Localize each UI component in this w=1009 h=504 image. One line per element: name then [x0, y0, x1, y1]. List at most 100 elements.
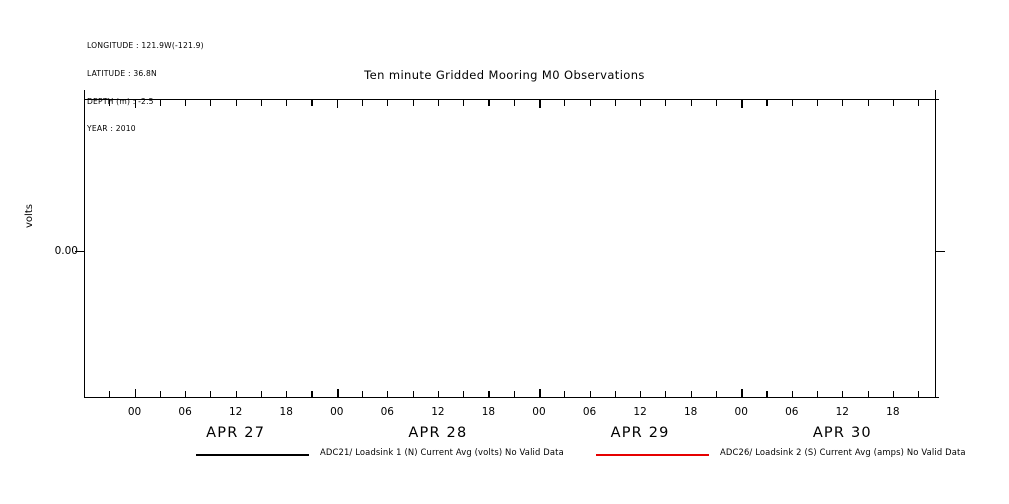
axis-tick-minor	[463, 99, 465, 106]
axis-tick-minor	[159, 391, 161, 398]
x-axis-hour-label: 18	[481, 406, 496, 418]
axis-tick-major	[134, 99, 137, 108]
x-axis-hour-label: 06	[380, 406, 394, 418]
axis-tick-minor	[665, 99, 667, 106]
axis-tick-minor	[766, 391, 768, 398]
axis-tick-major	[538, 389, 541, 398]
axis-tick-minor	[235, 391, 237, 398]
axis-tick-minor	[412, 391, 414, 398]
metadata-depth: DEPTH (m) : -2.5	[87, 96, 154, 106]
axis-tick-minor	[791, 99, 793, 106]
axis-tick-minor	[766, 99, 768, 106]
axis-tick-minor	[867, 391, 869, 398]
axis-tick-minor	[488, 99, 490, 106]
axis-tick-minor	[564, 99, 566, 106]
axis-tick-minor	[387, 99, 389, 106]
axis-tick-minor	[109, 99, 111, 106]
x-axis-hour-label: 12	[431, 406, 445, 418]
axis-tick-minor	[513, 391, 515, 398]
axis-tick-minor	[842, 391, 844, 398]
axis-tick-minor	[387, 391, 389, 398]
axis-tick-minor	[437, 391, 439, 398]
axis-tick-minor	[867, 99, 869, 106]
axis-tick-minor	[362, 99, 364, 106]
axis-tick-major	[134, 389, 137, 398]
x-axis-hour-label: 06	[178, 406, 192, 418]
metadata-longitude: LONGITUDE : 121.9W(-121.9)	[87, 41, 204, 51]
axis-tick-minor	[260, 391, 263, 398]
x-axis-hour-label: 00	[330, 406, 344, 418]
legend-line-swatch	[196, 454, 309, 456]
axis-tick-minor	[892, 99, 894, 106]
axis-tick-minor	[84, 99, 86, 106]
axis-tick-minor	[918, 391, 920, 398]
x-axis-hour-label: 12	[633, 406, 647, 418]
axis-tick-minor	[185, 99, 187, 106]
axis-tick-minor	[614, 391, 616, 398]
axis-tick-minor	[185, 391, 187, 398]
x-axis-day-label: APR 30	[812, 425, 872, 441]
axis-tick-minor	[640, 391, 642, 398]
station-metadata: LONGITUDE : 121.9W(-121.9) LATITUDE : 36…	[87, 23, 204, 143]
axis-tick-major	[336, 389, 339, 398]
x-axis-hour-label: 12	[835, 406, 849, 418]
axis-tick-minor	[311, 99, 313, 106]
axis-tick-minor	[84, 391, 86, 398]
x-axis-hour-label: 00	[127, 406, 142, 418]
axis-line-left	[84, 90, 86, 398]
axis-tick-minor	[286, 99, 288, 106]
x-axis-hour-label: 00	[532, 406, 546, 418]
axis-tick-minor	[640, 99, 642, 106]
axis-tick-minor	[589, 391, 591, 398]
axis-tick-minor	[260, 99, 263, 106]
x-axis-day-label: APR 27	[206, 425, 266, 441]
axis-line-top	[84, 99, 939, 101]
legend-item-label: ADC26/ Loadsink 2 (S) Current Avg (amps)…	[720, 447, 966, 457]
axis-tick-major	[741, 389, 743, 398]
axis-tick-minor	[715, 99, 718, 106]
axis-line-right	[935, 90, 937, 398]
axis-tick-minor	[286, 391, 288, 398]
axis-tick-minor	[437, 99, 439, 106]
axis-tick-minor	[817, 391, 819, 398]
axis-tick-minor	[918, 99, 920, 106]
x-axis-hour-label: 00	[734, 406, 748, 418]
axis-tick-minor	[690, 99, 692, 106]
chart-legend: ADC21/ Loadsink 1 (N) Current Avg (volts…	[0, 447, 1009, 467]
axis-tick-major	[336, 99, 339, 108]
axis-tick-minor	[159, 99, 161, 106]
axis-tick-minor	[362, 391, 364, 398]
x-axis-hour-label: 18	[279, 406, 293, 418]
y-tick-right	[936, 251, 945, 253]
x-axis-hour-label: 12	[228, 406, 243, 418]
axis-tick-minor	[513, 99, 515, 106]
legend-item-label: ADC21/ Loadsink 1 (N) Current Avg (volts…	[320, 447, 564, 457]
x-axis-hour-label: 18	[683, 406, 698, 418]
x-axis-hour-label: 06	[785, 406, 799, 418]
y-tick-left	[75, 251, 84, 253]
y-axis-label: volts	[24, 204, 35, 228]
axis-tick-minor	[589, 99, 591, 106]
axis-tick-minor	[817, 99, 819, 106]
axis-tick-minor	[690, 391, 692, 398]
axis-tick-minor	[665, 391, 667, 398]
axis-tick-minor	[715, 391, 718, 398]
x-axis-day-label: APR 28	[408, 425, 468, 441]
axis-tick-minor	[210, 99, 212, 106]
axis-tick-minor	[210, 391, 212, 398]
axis-tick-minor	[463, 391, 465, 398]
axis-tick-minor	[564, 391, 566, 398]
x-axis-hour-label: 18	[886, 406, 900, 418]
metadata-latitude: LATITUDE : 36.8N	[87, 69, 157, 78]
y-axis-tick-label: 0.00	[54, 245, 78, 257]
legend-line-swatch	[596, 454, 709, 456]
metadata-year: YEAR : 2010	[87, 124, 136, 134]
axis-tick-minor	[614, 99, 616, 106]
axis-tick-minor	[842, 99, 844, 106]
chart-title: Ten minute Gridded Mooring M0 Observatio…	[364, 68, 645, 82]
axis-tick-major	[538, 99, 541, 108]
axis-tick-minor	[412, 99, 414, 106]
x-axis-day-label: APR 29	[610, 425, 670, 441]
axis-tick-minor	[109, 391, 111, 398]
axis-tick-minor	[892, 391, 894, 398]
